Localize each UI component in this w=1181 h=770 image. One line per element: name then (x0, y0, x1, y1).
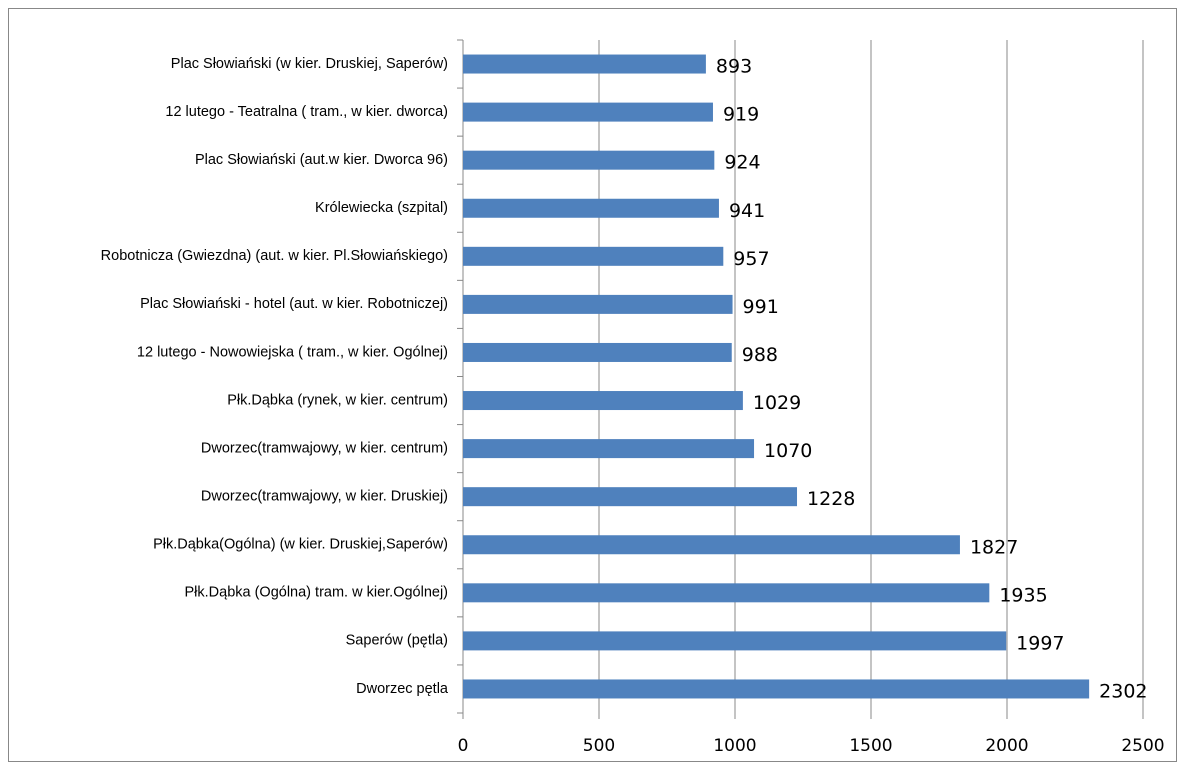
y-tick-label: Plac Słowiański (w kier. Druskiej, Saper… (171, 56, 448, 72)
y-tick-label: Królewiecka (szpital) (315, 200, 448, 216)
y-tick-label: Płk.Dąbka (rynek, w kier. centrum) (227, 392, 448, 408)
x-tick-label: 2500 (1121, 736, 1164, 756)
value-label: 957 (733, 248, 769, 270)
y-tick-label: Dworzec(tramwajowy, w kier. Druskiej) (201, 489, 448, 505)
y-tick-label: 12 lutego - Teatralna ( tram., w kier. d… (165, 104, 448, 120)
bar (463, 535, 960, 555)
value-label: 988 (742, 344, 778, 366)
value-label: 2302 (1099, 680, 1147, 702)
y-tick-label: Plac Słowiański - hotel (aut. w kier. Ro… (140, 296, 448, 312)
y-tick-label: Saperów (pętla) (346, 633, 448, 649)
y-tick-label: Plac Słowiański (aut.w kier. Dworca 96) (195, 152, 448, 168)
x-tick-label: 500 (583, 736, 615, 756)
bar (463, 54, 706, 74)
bar (463, 150, 715, 170)
y-tick-label: Dworzec pętla (356, 681, 449, 697)
value-label: 893 (716, 56, 752, 78)
y-tick-label: Płk.Dąbka (Ogólna) tram. w kier.Ogólnej) (184, 585, 448, 601)
x-tick-label: 1500 (849, 736, 892, 756)
chart-frame (8, 8, 1177, 762)
value-label: 1997 (1016, 632, 1064, 654)
bar (463, 391, 743, 411)
value-label: 924 (724, 152, 760, 174)
value-label: 1228 (807, 488, 855, 510)
value-label: 991 (743, 296, 779, 318)
x-tick-label: 1000 (713, 736, 756, 756)
y-tick-label: Dworzec(tramwajowy, w kier. centrum) (201, 440, 448, 456)
y-tick-label: Płk.Dąbka(Ogólna) (w kier. Druskiej,Sape… (153, 537, 448, 553)
y-tick-label: 12 lutego - Nowowiejska ( tram., w kier.… (137, 344, 448, 360)
bar (463, 583, 990, 603)
x-tick-label: 2000 (985, 736, 1028, 756)
bar (463, 631, 1007, 651)
value-label: 1935 (999, 584, 1047, 606)
x-tick-label: 0 (458, 736, 469, 756)
bar (463, 246, 724, 266)
value-label: 919 (723, 104, 759, 126)
bar (463, 198, 719, 218)
bar (463, 342, 732, 362)
value-label: 1029 (753, 392, 801, 414)
bar (463, 439, 755, 459)
bar (463, 679, 1090, 699)
value-label: 1070 (764, 440, 812, 462)
value-label: 941 (729, 200, 765, 222)
bar (463, 102, 713, 122)
bar (463, 294, 733, 314)
value-label: 1827 (970, 536, 1018, 558)
y-tick-label: Robotnicza (Gwiezdna) (aut. w kier. Pl.S… (101, 248, 448, 264)
bar (463, 487, 798, 507)
